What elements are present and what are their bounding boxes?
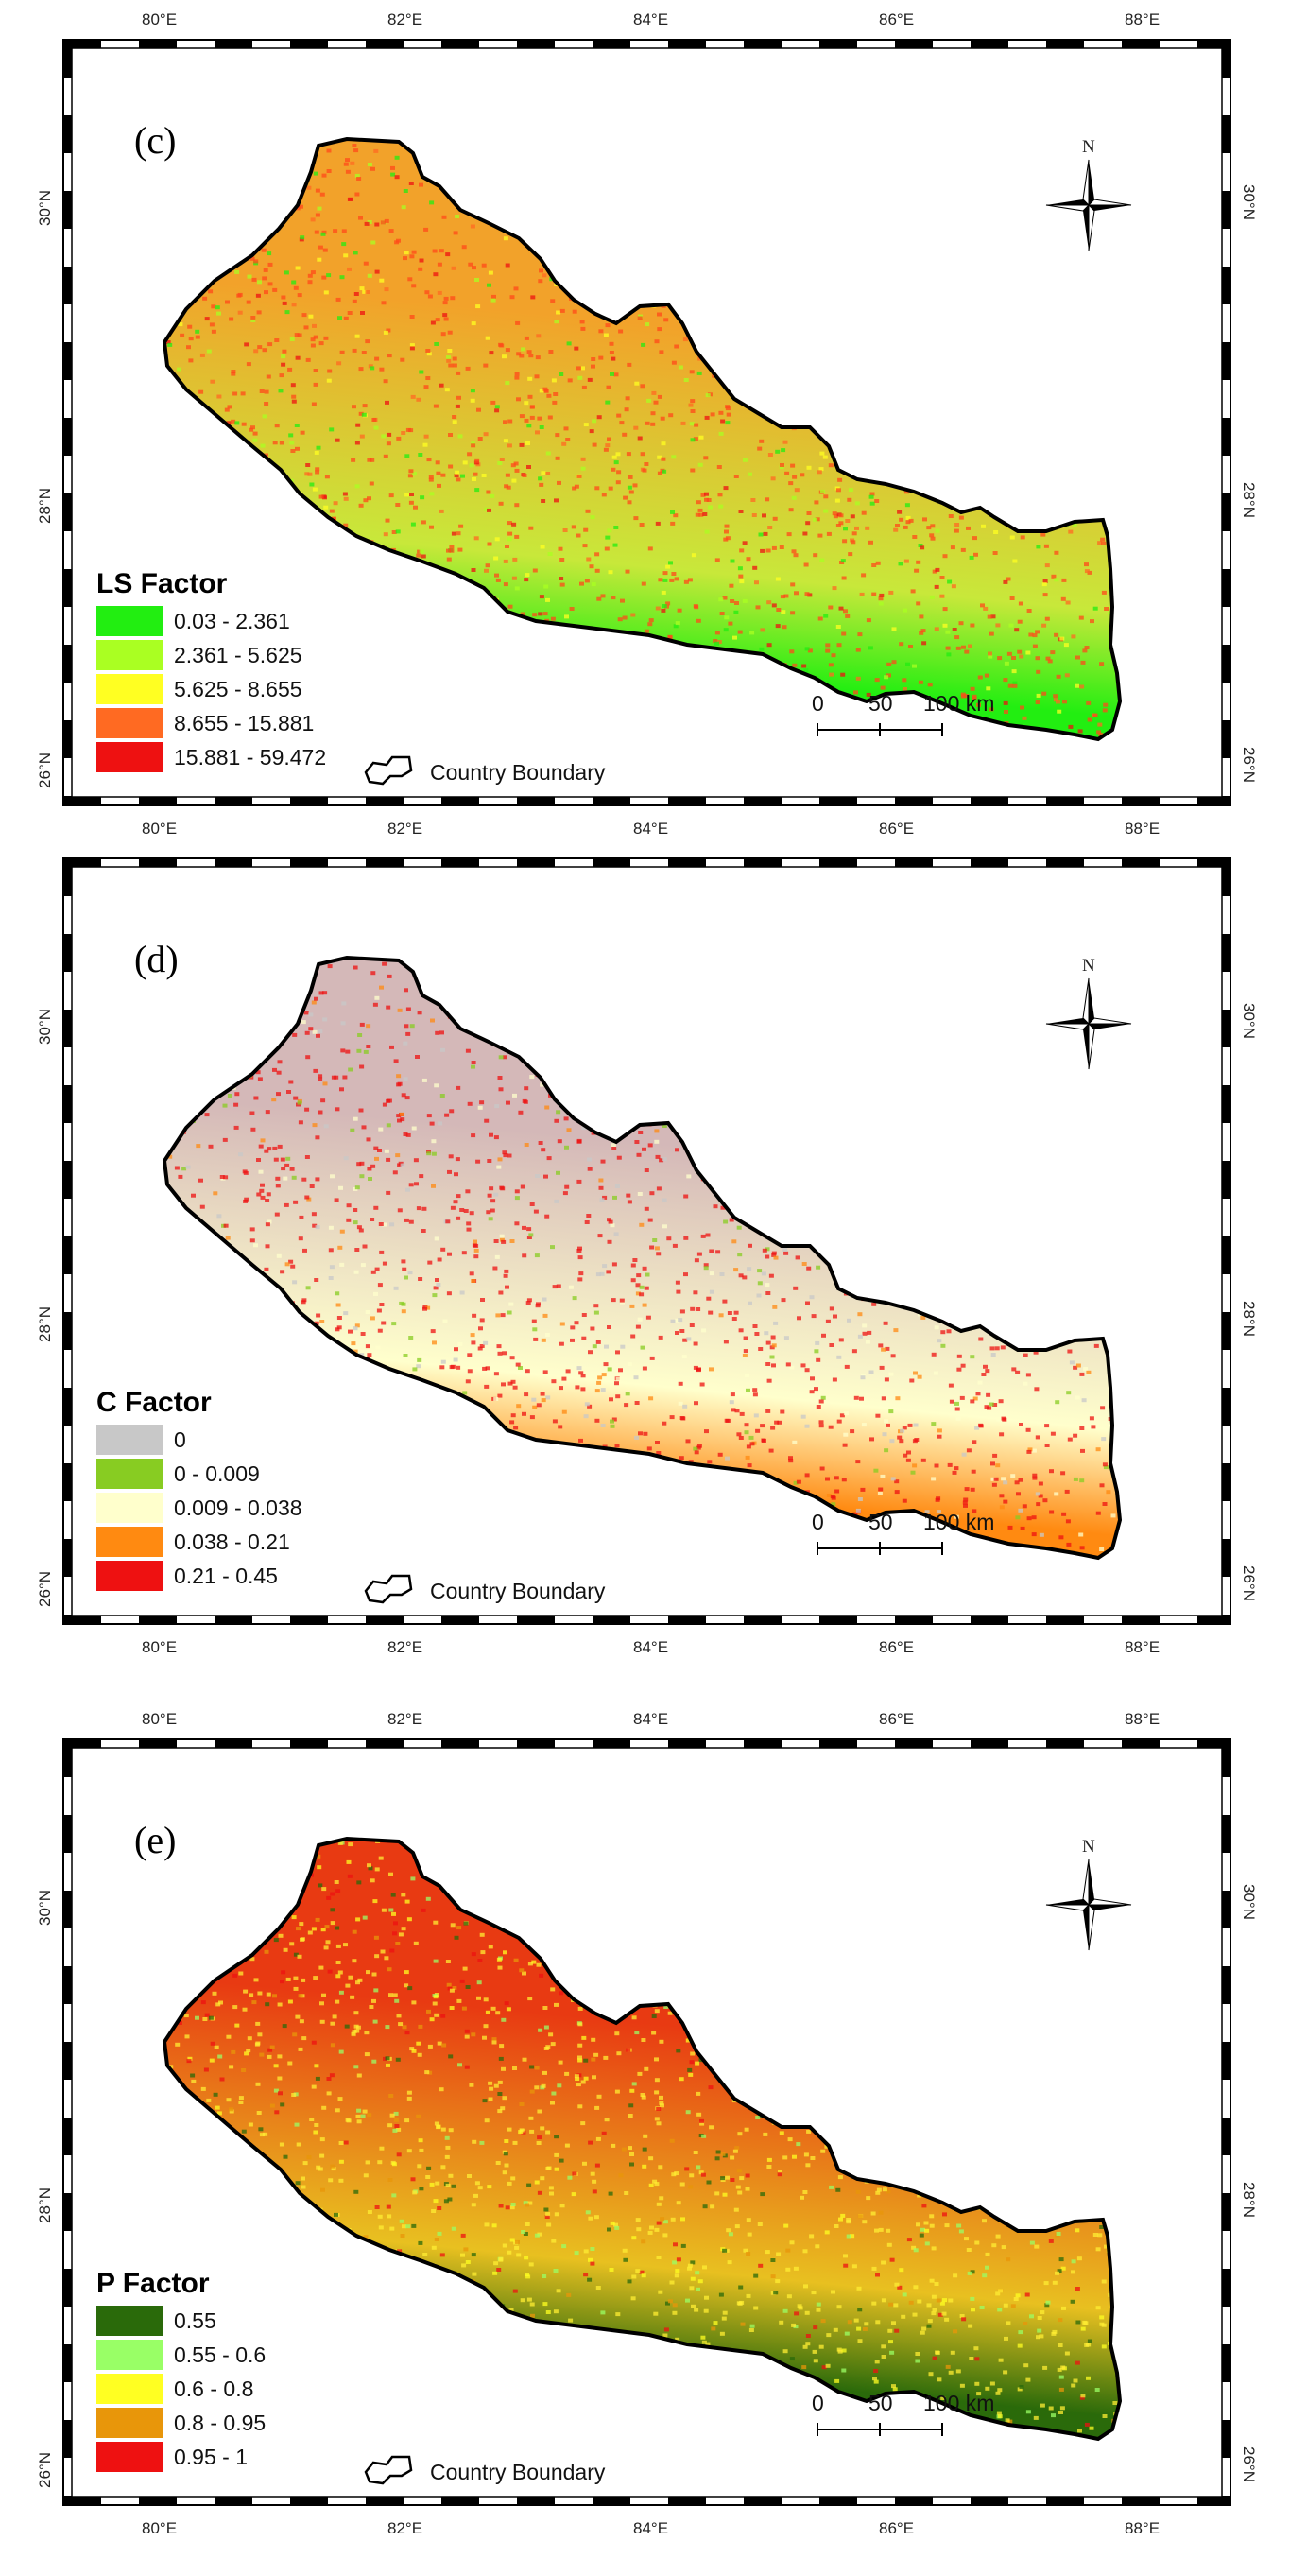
map-panel-e: (e) N P Factor 0.55 0.55 - 0.6 0.6 - 0.8 0.8 -… bbox=[7, 1697, 1297, 2576]
legend-swatch bbox=[96, 1527, 163, 1557]
scale-bar-label: 100 km bbox=[923, 2391, 994, 2415]
legend-label: 0.95 - 1 bbox=[174, 2445, 248, 2469]
lat-tick-label: 26°N bbox=[1240, 1565, 1258, 1601]
lon-tick-label: 84°E bbox=[633, 10, 668, 28]
panel-label: (c) bbox=[134, 119, 176, 162]
legend-label: 0 bbox=[174, 1427, 186, 1452]
scale-bar-label: 50 bbox=[868, 2391, 893, 2415]
legend-label: 0.55 bbox=[174, 2308, 216, 2333]
lon-tick-label: 82°E bbox=[387, 2519, 422, 2537]
legend-swatch bbox=[96, 640, 163, 670]
lon-tick-label: 84°E bbox=[633, 1710, 668, 1728]
lat-tick-label: 26°N bbox=[1240, 2446, 1258, 2482]
lon-tick-label: 86°E bbox=[879, 2519, 914, 2537]
lat-tick-label: 26°N bbox=[36, 752, 54, 788]
north-label: N bbox=[1082, 956, 1095, 976]
legend-swatch bbox=[96, 1425, 163, 1455]
lon-tick-label: 84°E bbox=[633, 1638, 668, 1656]
lat-tick-label: 30°N bbox=[1240, 184, 1258, 220]
lat-tick-label: 30°N bbox=[36, 1009, 54, 1045]
panel-label: (d) bbox=[134, 938, 179, 980]
lat-tick-label: 26°N bbox=[36, 2452, 54, 2488]
panel-label: (e) bbox=[134, 1819, 176, 1861]
legend-label: 0.03 - 2.361 bbox=[174, 609, 290, 633]
legend-label: 5.625 - 8.655 bbox=[174, 677, 302, 701]
lat-tick-label: 28°N bbox=[1240, 482, 1258, 518]
legend-label: 0 - 0.009 bbox=[174, 1461, 260, 1486]
legend-title: C Factor bbox=[96, 1387, 212, 1418]
map-panel-c: (c) N LS Factor 0.03 - 2.361 2.361 - 5.625 5.… bbox=[7, 0, 1297, 876]
boundary-legend-label: Country Boundary bbox=[430, 2460, 606, 2484]
scale-bar-label: 100 km bbox=[923, 1510, 994, 1534]
scale-bar-label: 0 bbox=[812, 691, 824, 716]
lon-tick-label: 82°E bbox=[387, 10, 422, 28]
lat-tick-label: 30°N bbox=[36, 190, 54, 226]
lat-tick-label: 30°N bbox=[1240, 1003, 1258, 1039]
lon-tick-label: 82°E bbox=[387, 1638, 422, 1656]
scale-bar-label: 50 bbox=[868, 1510, 893, 1534]
legend-title: P Factor bbox=[96, 2268, 210, 2299]
legend-swatch bbox=[96, 2306, 163, 2336]
map-panel-d: (d) N C Factor 0 0 - 0.009 0.009 - 0.038 0.038… bbox=[7, 816, 1297, 1695]
legend-swatch bbox=[96, 1561, 163, 1591]
legend-swatch bbox=[96, 1459, 163, 1489]
legend-swatch bbox=[96, 708, 163, 738]
lon-tick-label: 86°E bbox=[879, 1710, 914, 1728]
legend-swatch bbox=[96, 742, 163, 772]
lon-tick-label: 80°E bbox=[142, 10, 177, 28]
boundary-legend-label: Country Boundary bbox=[430, 1579, 606, 1603]
scale-bar-label: 50 bbox=[868, 691, 893, 716]
legend-swatch bbox=[96, 2340, 163, 2370]
lat-tick-label: 26°N bbox=[1240, 747, 1258, 783]
lon-tick-label: 88°E bbox=[1125, 2519, 1160, 2537]
scale-bar-label: 100 km bbox=[923, 691, 994, 716]
lon-tick-label: 86°E bbox=[879, 1638, 914, 1656]
lat-tick-label: 28°N bbox=[36, 2187, 54, 2223]
lat-tick-label: 28°N bbox=[36, 1306, 54, 1342]
legend-swatch bbox=[96, 674, 163, 704]
legend-title: LS Factor bbox=[96, 568, 228, 599]
legend-swatch bbox=[96, 2442, 163, 2472]
lat-tick-label: 28°N bbox=[1240, 2182, 1258, 2218]
lon-tick-label: 88°E bbox=[1125, 1638, 1160, 1656]
lon-tick-label: 88°E bbox=[1125, 1710, 1160, 1728]
legend-label: 0.6 - 0.8 bbox=[174, 2377, 253, 2401]
lat-tick-label: 28°N bbox=[36, 488, 54, 524]
boundary-legend-label: Country Boundary bbox=[430, 760, 606, 785]
lon-tick-label: 88°E bbox=[1125, 10, 1160, 28]
legend-swatch bbox=[96, 2374, 163, 2404]
legend-swatch bbox=[96, 606, 163, 636]
lat-tick-label: 28°N bbox=[1240, 1301, 1258, 1337]
legend-label: 2.361 - 5.625 bbox=[174, 643, 302, 667]
legend-label: 15.881 - 59.472 bbox=[174, 745, 326, 769]
lon-tick-label: 84°E bbox=[633, 2519, 668, 2537]
lat-tick-label: 26°N bbox=[36, 1571, 54, 1607]
legend-label: 0.21 - 0.45 bbox=[174, 1564, 278, 1588]
lon-tick-label: 86°E bbox=[879, 10, 914, 28]
legend-swatch bbox=[96, 1493, 163, 1523]
lon-tick-label: 82°E bbox=[387, 1710, 422, 1728]
lat-tick-label: 30°N bbox=[1240, 1884, 1258, 1920]
scale-bar-label: 0 bbox=[812, 2391, 824, 2415]
lon-tick-label: 80°E bbox=[142, 1638, 177, 1656]
north-label: N bbox=[1082, 1837, 1095, 1857]
legend-label: 0.038 - 0.21 bbox=[174, 1530, 290, 1554]
lon-tick-label: 80°E bbox=[142, 1710, 177, 1728]
lon-tick-label: 80°E bbox=[142, 2519, 177, 2537]
legend-swatch bbox=[96, 2408, 163, 2438]
legend-label: 8.655 - 15.881 bbox=[174, 711, 314, 735]
legend-label: 0.009 - 0.038 bbox=[174, 1495, 302, 1520]
legend-label: 0.55 - 0.6 bbox=[174, 2343, 266, 2367]
legend-label: 0.8 - 0.95 bbox=[174, 2411, 266, 2435]
scale-bar-label: 0 bbox=[812, 1510, 824, 1534]
lat-tick-label: 30°N bbox=[36, 1890, 54, 1926]
north-label: N bbox=[1082, 137, 1095, 157]
